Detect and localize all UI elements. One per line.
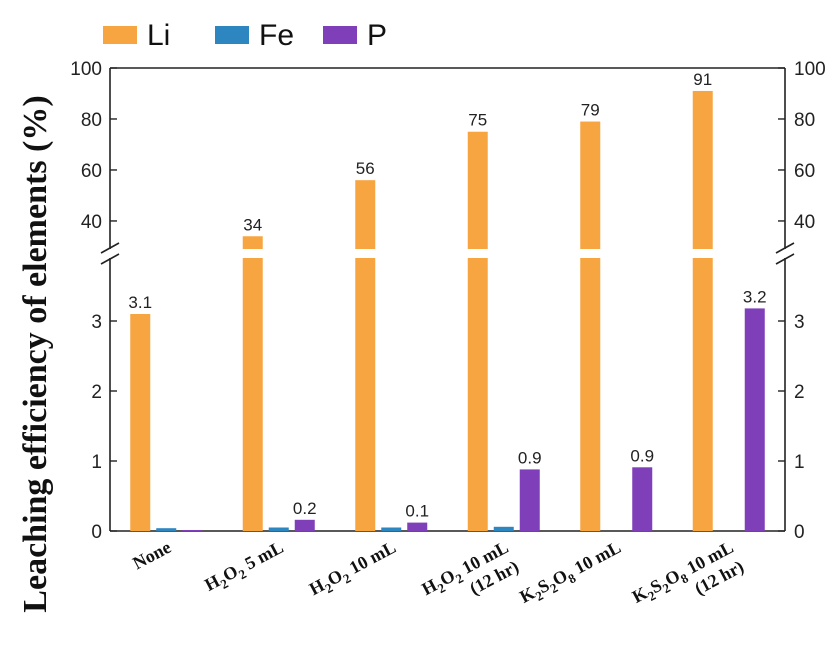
bar-p-0 [182,530,203,531]
data-label-li-5: 91 [693,70,712,89]
legend-swatch-p [323,26,357,44]
data-label-li-4: 79 [581,101,600,120]
bar-fe-1 [268,527,289,531]
data-labels: 3.1 34 56 75 79 91 0.2 0.1 0.9 0.9 3.2 [128,70,766,521]
axes: 0 0 1 1 2 2 3 3 40 40 60 60 80 80 100 100 [70,59,825,543]
legend-label-fe: Fe [259,19,294,52]
bar-li-4-lower [580,258,601,531]
left-break-mark-top [100,242,120,254]
y-tick-2-label-left: 2 [91,382,102,403]
bar-li-2-upper [355,180,376,249]
y-tick-0-label-left: 0 [91,522,102,543]
x-tick-labels: None H2O2 5 mL H2O2 10 mL H2O2 10 mL(12 hr)… [129,537,748,611]
bar-fe-3 [493,526,514,531]
category-label-5: K2S2O8 10 mL(12 hr) [629,537,748,607]
bar-li-5-lower [692,258,713,531]
bar-p-3 [519,469,540,531]
legend-swatch-fe [215,26,249,44]
data-label-p-3: 0.9 [518,448,542,467]
y-tick-40-label-left: 40 [81,212,102,233]
data-label-li-0: 3.1 [128,293,152,312]
left-break-mark-bottom [100,253,120,265]
y-tick-60-label-left: 60 [81,161,102,182]
bar-li-1-lower [242,258,263,531]
bar-p-1 [294,519,315,531]
category-label-3: H2O2 10 mL(12 hr) [418,537,522,600]
data-label-p-2: 0.1 [405,502,429,521]
bars [130,90,765,531]
right-break-mark-top [775,242,795,254]
category-label-0: None [129,537,174,573]
bar-li-2-lower [355,258,376,531]
legend-swatch-li [103,26,137,44]
bar-li-3-upper [467,131,488,249]
y-tick-1-label-left: 1 [91,452,102,473]
data-label-li-2: 56 [356,159,375,178]
category-label-1: H2O2 5 mL [201,537,288,599]
bar-li-5-upper [692,90,713,249]
category-label-1-line-0: H2O2 5 mL [201,537,288,599]
y-tick-3-label-right: 3 [794,312,805,333]
bar-fe-2 [381,527,402,531]
legend-label-li: Li [147,19,170,52]
y-tick-3-label-left: 3 [91,312,102,333]
y-tick-40-label-right: 40 [794,212,815,233]
y-tick-2-label-right: 2 [794,382,805,403]
category-label-4: K2S2O8 10 mL [516,537,626,611]
data-label-p-5: 3.2 [743,287,767,306]
category-label-2: H2O2 10 mL [306,537,401,603]
y-axis-label: Leaching efficiency of elements (%) [17,95,54,612]
category-label-0-line-0: None [129,537,174,573]
y-tick-60-label-right: 60 [794,161,815,182]
data-label-li-1: 34 [243,215,262,234]
bar-p-5 [744,308,765,531]
bar-fe-0 [156,528,177,531]
legend-label-p: P [367,19,387,52]
y-tick-80-label-right: 80 [794,110,815,131]
y-tick-100-label-left: 100 [70,59,102,80]
legend: Li Fe P [103,19,387,52]
data-label-li-3: 75 [468,111,487,130]
bar-p-4 [632,467,653,531]
y-tick-1-label-right: 1 [794,452,805,473]
y-tick-0-label-right: 0 [794,522,805,543]
bar-li-3-lower [467,258,488,531]
bar-li-1-upper [242,236,263,249]
data-label-p-1: 0.2 [293,499,317,518]
bar-li-0 [130,314,151,531]
right-break-mark-bottom [775,253,795,265]
category-label-2-line-0: H2O2 10 mL [306,537,401,603]
category-label-4-line-0: K2S2O8 10 mL [516,537,626,611]
y-tick-100-label-right: 100 [794,59,826,80]
data-label-p-4: 0.9 [630,446,654,465]
bar-p-2 [407,522,428,531]
y-tick-80-label-left: 80 [81,110,102,131]
bar-li-4-upper [580,121,601,249]
